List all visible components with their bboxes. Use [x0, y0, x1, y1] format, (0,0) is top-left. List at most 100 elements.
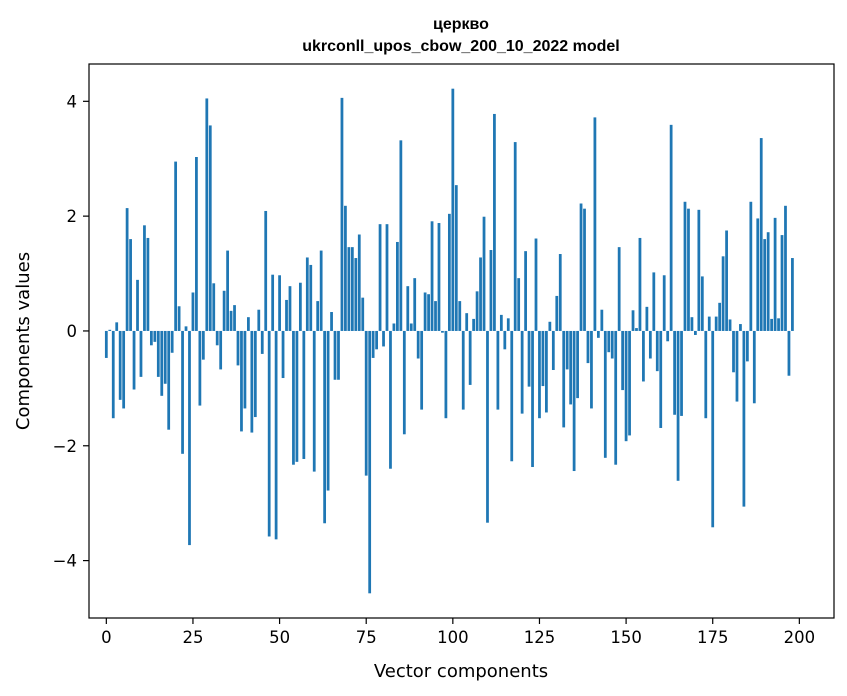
bar-189: [759, 138, 763, 331]
bar-162: [666, 330, 670, 342]
bar-5: [122, 330, 126, 409]
plot-frame: [88, 63, 835, 619]
bar-95: [434, 301, 437, 331]
bar-89: [413, 278, 417, 331]
bar-126: [541, 330, 545, 387]
bar-107: [475, 291, 479, 331]
bar-40: [243, 330, 247, 409]
bar-11: [143, 225, 146, 331]
x-axis-ticks: 0 25 50 75 100 125 150 175 200: [101, 618, 815, 647]
bar-74: [361, 297, 365, 331]
bar-160: [659, 330, 663, 428]
bar-47: [267, 330, 271, 537]
bar-17: [163, 330, 167, 384]
bar-14: [153, 330, 157, 342]
bar-16: [160, 330, 164, 396]
bar-124: [534, 238, 538, 331]
bar-67: [337, 330, 340, 380]
bar-70: [347, 247, 351, 331]
bar-144: [603, 330, 607, 458]
bar-49: [274, 330, 278, 540]
bar-117: [510, 330, 514, 462]
bar-133: [565, 330, 569, 370]
y-tick-label: −2: [53, 437, 77, 456]
bar-161: [662, 275, 666, 331]
bar-25: [191, 292, 195, 331]
bar-80: [382, 330, 385, 347]
bar-63: [323, 330, 327, 524]
bar-163: [669, 124, 673, 331]
bar-167: [683, 201, 687, 331]
bar-197: [787, 330, 791, 376]
bar-110: [486, 330, 489, 523]
bar-0: [104, 330, 108, 358]
bar-6: [125, 208, 129, 331]
bar-51: [281, 330, 285, 379]
bar-18: [167, 330, 171, 430]
bar-118: [513, 142, 517, 331]
bar-9: [136, 279, 139, 331]
bar-8: [132, 330, 136, 390]
bar-142: [596, 330, 600, 338]
bar-50: [278, 275, 281, 331]
x-tick-label: 25: [182, 628, 203, 647]
bar-41: [247, 317, 250, 331]
bar-113: [496, 330, 500, 410]
bar-112: [493, 113, 496, 331]
bar-131: [558, 254, 562, 331]
bar-109: [482, 216, 486, 331]
bar-65: [330, 312, 333, 331]
bar-139: [586, 330, 590, 364]
bar-150: [624, 330, 628, 442]
bar-195: [780, 235, 784, 331]
bar-81: [385, 224, 389, 331]
bar-75: [364, 330, 368, 476]
bar-176: [714, 316, 718, 331]
bar-196: [784, 205, 787, 331]
chart-title-line2: ukrconll_upos_cbow_200_10_2022 model: [302, 38, 619, 55]
bar-7: [129, 239, 132, 331]
bar-190: [763, 239, 767, 331]
bar-102: [458, 301, 462, 331]
bar-198: [791, 258, 794, 331]
bar-127: [545, 330, 548, 413]
bar-188: [756, 218, 760, 331]
bar-178: [721, 256, 725, 331]
bar-104: [465, 313, 469, 331]
bar-45: [260, 330, 264, 354]
bar-66: [333, 330, 337, 380]
bar-2: [111, 330, 115, 419]
bar-46: [264, 210, 268, 331]
bar-79: [378, 224, 382, 331]
bar-136: [576, 330, 579, 399]
bar-122: [527, 330, 531, 387]
bar-4: [118, 330, 122, 400]
bar-137: [579, 203, 583, 331]
bar-90: [416, 330, 420, 359]
y-tick-label: 0: [67, 322, 78, 341]
bar-175: [711, 330, 715, 528]
bar-32: [215, 330, 219, 346]
y-axis-label: Components values: [13, 252, 34, 430]
bar-181: [732, 330, 735, 373]
bar-165: [676, 330, 680, 481]
bar-134: [569, 330, 573, 405]
y-tick-label: 2: [67, 207, 78, 226]
x-tick-label: 125: [524, 628, 556, 647]
bar-164: [673, 330, 676, 415]
bar-191: [766, 232, 770, 331]
bar-68: [340, 97, 344, 331]
x-tick-label: 100: [437, 628, 469, 647]
bar-36: [229, 310, 233, 331]
bar-129: [551, 330, 555, 370]
bar-128: [548, 321, 552, 331]
bar-140: [590, 330, 593, 409]
bar-96: [437, 223, 441, 331]
bar-86: [402, 330, 406, 435]
bar-30: [208, 125, 212, 331]
bar-152: [631, 310, 635, 331]
bar-145: [607, 330, 611, 353]
bar-71: [350, 247, 354, 331]
bar-116: [506, 318, 510, 331]
